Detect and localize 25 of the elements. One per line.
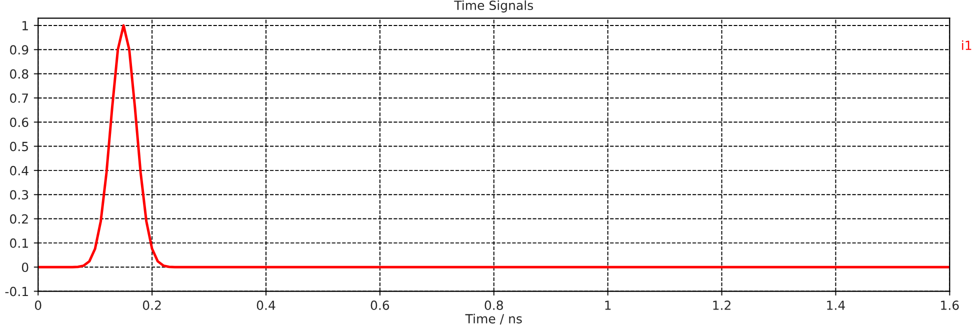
- y-tick-label: 0.1: [10, 238, 28, 248]
- y-tick-label: 0.5: [10, 142, 28, 152]
- y-tick-label: 0.3: [10, 190, 28, 200]
- x-tick-label: 1.4: [827, 300, 845, 310]
- x-tick-label: 0: [34, 300, 42, 310]
- y-tick-label: -0.1: [5, 286, 28, 296]
- x-tick-label: 1.2: [713, 300, 730, 310]
- text: i1: [962, 40, 972, 50]
- x-tick-label: 1: [605, 300, 611, 310]
- x-tick-label: 0.6: [370, 300, 390, 310]
- x-tick-label: 0.8: [484, 300, 503, 310]
- x-tick-label: 0.2: [142, 300, 161, 310]
- y-tick-label: 0: [22, 262, 28, 272]
- x-tick-label: 1.6: [941, 300, 959, 310]
- y-tick-label: 0.8: [10, 69, 28, 79]
- chart-title: Time Signals: [454, 0, 533, 12]
- y-tick-label: 0.7: [10, 93, 28, 103]
- y-tick-label: 1: [22, 21, 28, 30]
- x-axis-title: Time / ns: [465, 314, 522, 324]
- x-tick-label: 0.4: [256, 300, 276, 310]
- y-tick-label: 0.9: [10, 45, 28, 55]
- y-tick-label: 0.2: [10, 214, 28, 224]
- y-tick-label: 0.6: [10, 118, 28, 128]
- line-series: [38, 24, 950, 268]
- y-tick-label: 0.4: [10, 166, 28, 176]
